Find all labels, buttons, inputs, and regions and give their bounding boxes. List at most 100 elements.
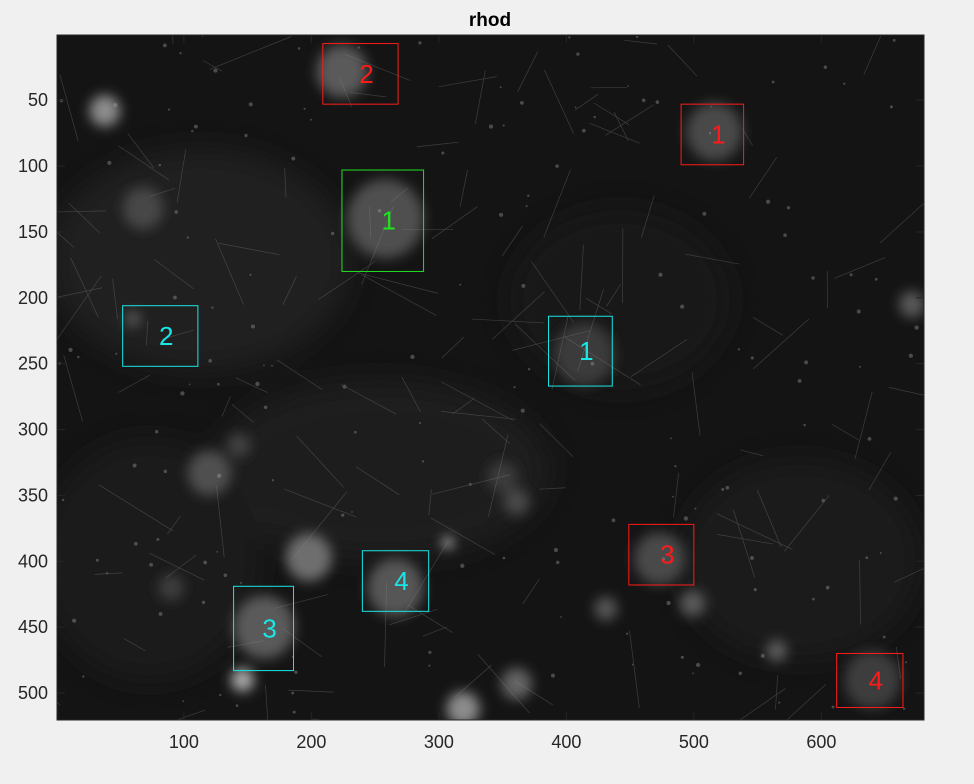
speckle [737, 348, 741, 351]
fiber-strand [514, 323, 576, 381]
speckle [428, 650, 432, 654]
fiber-strand [176, 149, 187, 204]
fiber-strand [539, 423, 574, 457]
y-tick-label: 450 [18, 617, 48, 637]
speckle [502, 124, 505, 127]
roi-label: 1 [382, 206, 396, 236]
roi-layer: 2 1 1 2 1 3 4 3 4 [122, 43, 904, 708]
speckle [132, 463, 137, 468]
speckle [905, 661, 908, 664]
fiber-strand [117, 145, 170, 181]
fiber-strand [149, 188, 176, 197]
speckle [902, 707, 906, 710]
fiber-strand [123, 638, 146, 652]
fiber-strand [430, 517, 496, 555]
roi-box [122, 305, 199, 367]
fiber-strand [203, 60, 223, 72]
fiber-strand [441, 411, 516, 420]
fiber-strand [517, 51, 539, 92]
fiber-strand [112, 278, 118, 320]
speckle [107, 160, 112, 165]
fiber-strand [691, 372, 701, 436]
speckle [710, 105, 713, 108]
fiber-strand [749, 156, 778, 199]
speckle [217, 473, 222, 478]
speckle [211, 306, 214, 309]
speckle [255, 381, 260, 387]
speckle [803, 423, 806, 427]
fiber-strand [118, 374, 151, 393]
fiber-strand [149, 552, 205, 581]
fiber-strand [422, 626, 448, 637]
speckle [182, 700, 185, 703]
speckle [250, 324, 255, 329]
roi-box [361, 550, 430, 612]
speckle [179, 52, 182, 55]
blob-layer [89, 44, 924, 720]
speckle [297, 47, 301, 50]
fiber-strand [209, 36, 292, 70]
fiber-strand [282, 628, 323, 658]
speckle [889, 105, 893, 109]
chart-title: rhod [469, 10, 511, 31]
cell-blob [766, 640, 787, 662]
fiber-strand [512, 330, 591, 351]
speckle [418, 41, 422, 45]
cell-blob [89, 94, 121, 127]
fiber-strand [641, 195, 655, 238]
fiber-strand [630, 338, 688, 377]
fiber-strand [752, 316, 783, 336]
cell-blob [594, 596, 618, 621]
speckle [217, 382, 220, 386]
speckle [750, 356, 754, 360]
cell-blob [122, 187, 164, 230]
speckle [879, 552, 882, 554]
fiber-strand [431, 474, 511, 495]
roi-red-3: 3 [628, 523, 695, 586]
fiber-strand [454, 664, 492, 698]
fiber-strand [589, 122, 640, 144]
speckle [783, 233, 787, 237]
speckle [576, 52, 580, 56]
speckle [892, 38, 896, 42]
roi-cyan-4: 4 [361, 550, 430, 612]
cell-blob [125, 310, 141, 327]
speckle [216, 551, 218, 553]
speckle [680, 304, 685, 309]
y-tick-label: 500 [18, 683, 48, 703]
roi-box [322, 43, 399, 105]
speckle [738, 671, 742, 676]
speckle [68, 347, 73, 352]
speckle [263, 364, 265, 367]
speckle [804, 360, 809, 365]
speckle [428, 664, 431, 667]
fiber-strand [834, 257, 886, 279]
speckle [460, 563, 465, 568]
fiber-strand [318, 261, 376, 300]
x-tick-label: 200 [296, 732, 326, 752]
speckle [303, 107, 306, 110]
fiber-strand [551, 316, 569, 390]
speckle [553, 547, 559, 553]
fiber-strand [231, 403, 254, 423]
cell-blob [633, 532, 685, 585]
fiber-strand [579, 244, 584, 311]
cell-blob [158, 574, 184, 601]
fiber-strand [606, 283, 622, 307]
fiber-strand [165, 554, 197, 579]
fiber-strand [57, 231, 74, 248]
fiber-strand [673, 472, 679, 518]
fiber-strand [384, 582, 387, 667]
speckle [694, 507, 697, 510]
speckle [459, 283, 462, 286]
speckle [219, 693, 222, 697]
fiber-strand [575, 93, 599, 111]
fiber-strand [742, 128, 753, 147]
fiber-strand [265, 684, 269, 720]
fiber-strand [57, 210, 107, 213]
fiber-strand [740, 449, 764, 457]
speckle [708, 132, 712, 135]
cell-blob [553, 322, 615, 387]
speckle [811, 276, 815, 280]
speckle [499, 212, 504, 217]
